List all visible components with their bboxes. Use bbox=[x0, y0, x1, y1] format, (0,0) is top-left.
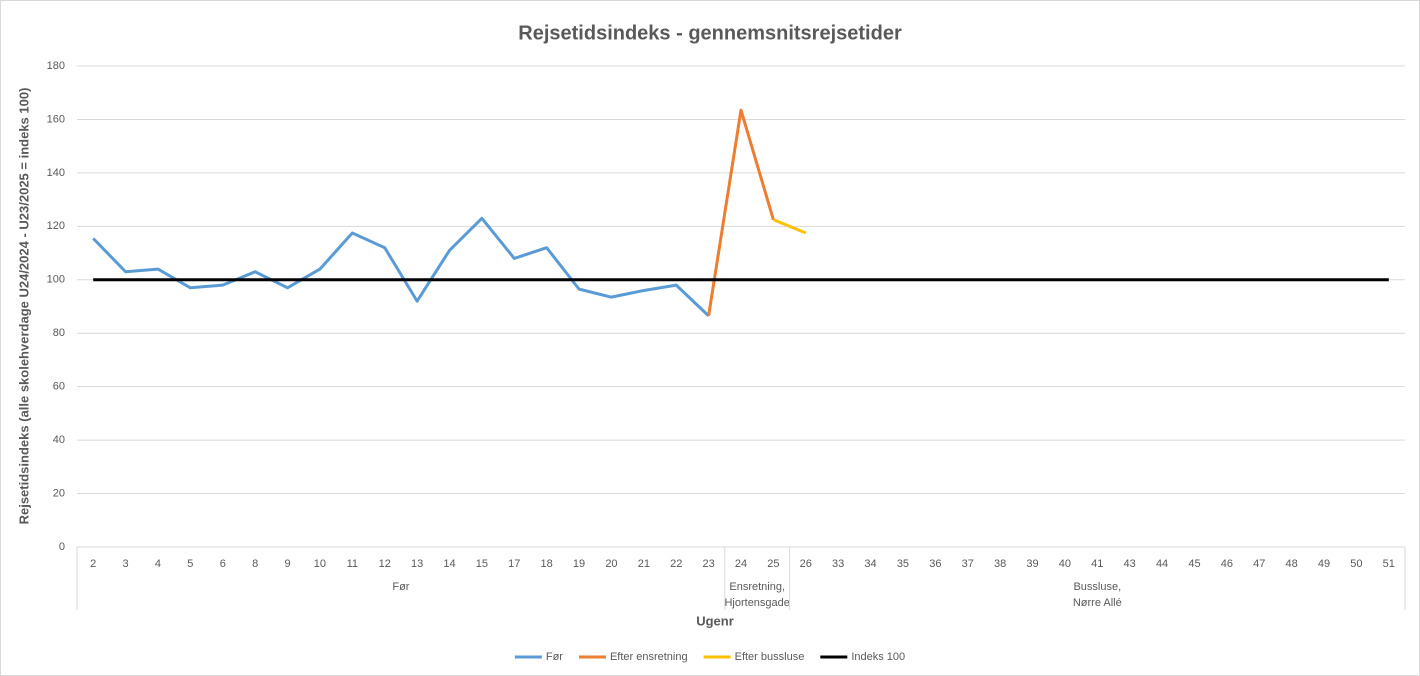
x-tick-label: 45 bbox=[1188, 558, 1200, 570]
y-tick-label: 120 bbox=[47, 220, 65, 232]
x-tick-label: 39 bbox=[1026, 558, 1038, 570]
x-tick-label: 19 bbox=[573, 558, 585, 570]
x-tick-label: 47 bbox=[1253, 558, 1265, 570]
x-tick-label: 8 bbox=[252, 558, 258, 570]
series-line bbox=[92, 216, 710, 317]
group-label: Hjortensgade bbox=[724, 597, 789, 609]
x-tick-label: 14 bbox=[443, 558, 455, 570]
y-tick-label: 180 bbox=[47, 60, 65, 72]
y-tick-label: 40 bbox=[53, 434, 65, 446]
x-tick-label: 17 bbox=[508, 558, 520, 570]
x-tick-label: 6 bbox=[220, 558, 226, 570]
x-tick-label: 10 bbox=[314, 558, 326, 570]
x-tick-label: 23 bbox=[702, 558, 714, 570]
x-tick-label: 35 bbox=[897, 558, 909, 570]
y-tick-label: 160 bbox=[47, 113, 65, 125]
y-tick-label: 20 bbox=[53, 487, 65, 499]
x-tick-label: 41 bbox=[1091, 558, 1103, 570]
x-tick-label: 50 bbox=[1350, 558, 1362, 570]
group-label: Før bbox=[392, 581, 409, 593]
x-tick-label: 18 bbox=[541, 558, 553, 570]
y-tick-label: 140 bbox=[47, 167, 65, 179]
x-tick-label: 13 bbox=[411, 558, 423, 570]
x-tick-label: 26 bbox=[800, 558, 812, 570]
x-tick-label: 9 bbox=[284, 558, 290, 570]
x-tick-label: 24 bbox=[735, 558, 747, 570]
legend-label: Før bbox=[546, 651, 563, 663]
x-tick-label: 49 bbox=[1318, 558, 1330, 570]
legend-label: Indeks 100 bbox=[851, 651, 905, 663]
x-tick-label: 40 bbox=[1059, 558, 1071, 570]
x-tick-label: 34 bbox=[864, 558, 876, 570]
y-tick-label: 60 bbox=[53, 381, 65, 393]
group-label: Ensretning, bbox=[729, 581, 785, 593]
series-line bbox=[707, 108, 775, 317]
x-tick-label: 15 bbox=[476, 558, 488, 570]
y-axis-title: Rejsetidsindeks (alle skolehverdage U24/… bbox=[16, 88, 31, 525]
x-axis-title: Ugenr bbox=[696, 613, 734, 628]
x-tick-label: 11 bbox=[347, 558, 358, 570]
legend-label: Efter ensretning bbox=[610, 651, 688, 663]
x-tick-label: 21 bbox=[638, 558, 650, 570]
y-tick-label: 80 bbox=[53, 327, 65, 339]
x-tick-label: 3 bbox=[123, 558, 129, 570]
x-tick-label: 12 bbox=[379, 558, 391, 570]
x-tick-label: 22 bbox=[670, 558, 682, 570]
x-tick-label: 20 bbox=[605, 558, 617, 570]
x-tick-label: 25 bbox=[767, 558, 779, 570]
x-tick-label: 48 bbox=[1286, 558, 1298, 570]
legend-label: Efter bussluse bbox=[735, 651, 805, 663]
x-tick-label: 4 bbox=[155, 558, 161, 570]
x-tick-label: 38 bbox=[994, 558, 1006, 570]
group-label: Bussluse, bbox=[1073, 581, 1121, 593]
x-tick-label: 37 bbox=[962, 558, 974, 570]
x-tick-label: 5 bbox=[187, 558, 193, 570]
y-tick-label: 100 bbox=[47, 274, 65, 286]
x-tick-label: 43 bbox=[1124, 558, 1136, 570]
x-tick-label: 33 bbox=[832, 558, 844, 570]
x-tick-label: 2 bbox=[90, 558, 96, 570]
y-tick-label: 0 bbox=[59, 541, 65, 553]
x-tick-label: 46 bbox=[1221, 558, 1233, 570]
series-line bbox=[772, 218, 807, 235]
x-tick-label: 36 bbox=[929, 558, 941, 570]
x-tick-label: 51 bbox=[1383, 558, 1395, 570]
group-label: Nørre Allé bbox=[1073, 597, 1122, 609]
chart-title: Rejsetidsindeks - gennemsnitsrejsetider bbox=[518, 22, 902, 44]
x-tick-label: 44 bbox=[1156, 558, 1168, 570]
